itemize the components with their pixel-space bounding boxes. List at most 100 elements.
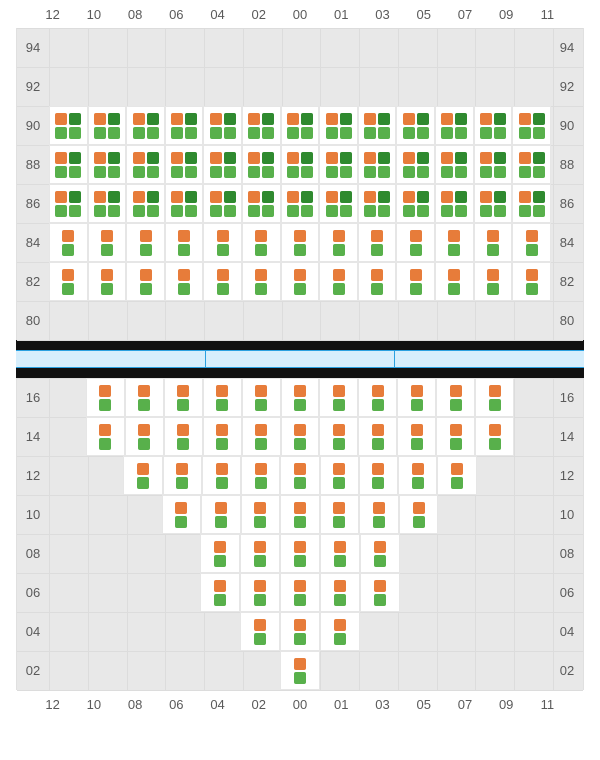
quad-marker-icon	[441, 113, 467, 139]
grid-cell	[437, 534, 475, 573]
quad-marker-icon	[171, 113, 197, 139]
quad-marker-icon	[326, 152, 352, 178]
column-label: 09	[486, 697, 527, 712]
row-label-right: 82	[551, 274, 583, 289]
stack-marker-icon	[255, 230, 267, 256]
grid-cell	[396, 184, 435, 223]
grid-cell	[164, 378, 203, 417]
column-label: 01	[321, 697, 362, 712]
row-label-right: 02	[551, 663, 583, 678]
row-label-right: 04	[551, 624, 583, 639]
grid-cell	[514, 378, 551, 417]
grid-cell	[281, 184, 320, 223]
row-cells	[49, 301, 551, 340]
stack-marker-icon	[255, 269, 267, 295]
grid-cell	[474, 223, 513, 262]
grid-cell	[281, 378, 320, 417]
stack-marker-icon	[450, 385, 462, 411]
grid-cell	[125, 534, 163, 573]
column-label: 06	[156, 7, 197, 22]
row-label-left: 04	[17, 624, 49, 639]
stack-marker-icon	[333, 424, 345, 450]
grid-cell	[319, 28, 358, 67]
grid-cell	[49, 495, 87, 534]
quad-marker-icon	[55, 191, 81, 217]
grid-cell	[124, 495, 162, 534]
row-label-right: 84	[551, 235, 583, 250]
column-label: 12	[32, 7, 73, 22]
grid-cell	[436, 378, 475, 417]
row-label-right: 12	[551, 468, 583, 483]
grid-cell	[474, 106, 513, 145]
row-cells	[49, 145, 551, 184]
stack-marker-icon	[62, 269, 74, 295]
grid-cell	[280, 612, 320, 651]
grid-row: 04 04	[17, 612, 583, 651]
grid-cell	[397, 417, 436, 456]
column-label: 05	[403, 7, 444, 22]
grid-cell	[49, 378, 86, 417]
grid-cell	[201, 495, 241, 534]
grid-cell	[280, 495, 320, 534]
grid-cell	[400, 573, 438, 612]
stack-marker-icon	[410, 269, 422, 295]
grid-cell	[397, 378, 436, 417]
stack-marker-icon	[487, 230, 499, 256]
stack-marker-icon	[99, 424, 111, 450]
quad-marker-icon	[248, 152, 274, 178]
grid-cell	[126, 184, 165, 223]
grid-cell	[320, 573, 360, 612]
quad-marker-icon	[519, 191, 545, 217]
divider-bar-dark	[16, 340, 584, 350]
quad-marker-icon	[287, 113, 313, 139]
grid-cell	[280, 534, 320, 573]
divider-segment	[16, 351, 206, 367]
row-label-left: 10	[17, 507, 49, 522]
stack-marker-icon	[334, 580, 346, 606]
column-label: 01	[321, 7, 362, 22]
grid-cell	[200, 534, 240, 573]
grid-cell	[49, 534, 87, 573]
quad-marker-icon	[133, 152, 159, 178]
column-label: 04	[197, 697, 238, 712]
grid-cell	[281, 417, 320, 456]
grid-cell	[512, 184, 551, 223]
grid-cell	[319, 106, 358, 145]
grid-cell	[165, 145, 204, 184]
grid-cell	[49, 28, 88, 67]
quad-marker-icon	[248, 113, 274, 139]
stack-marker-icon	[215, 502, 227, 528]
quad-marker-icon	[287, 191, 313, 217]
row-label-left: 02	[17, 663, 49, 678]
stack-marker-icon	[489, 424, 501, 450]
stack-marker-icon	[450, 424, 462, 450]
stack-marker-icon	[140, 269, 152, 295]
column-label: 11	[527, 7, 568, 22]
grid-cell	[49, 417, 86, 456]
row-cells	[49, 67, 551, 106]
grid-cell	[49, 301, 88, 340]
grid-cell	[241, 456, 280, 495]
grid-cell	[126, 651, 164, 690]
stack-marker-icon	[214, 580, 226, 606]
row-label-right: 90	[551, 118, 583, 133]
grid-cell	[49, 612, 87, 651]
row-cells	[49, 184, 551, 223]
quad-marker-icon	[480, 152, 506, 178]
grid-cell	[126, 106, 165, 145]
stack-marker-icon	[101, 230, 113, 256]
grid-cell	[163, 456, 202, 495]
grid-cell	[203, 67, 242, 106]
stack-marker-icon	[372, 463, 384, 489]
grid-cell	[358, 417, 397, 456]
row-label-right: 92	[551, 79, 583, 94]
stack-marker-icon	[62, 230, 74, 256]
quad-marker-icon	[171, 191, 197, 217]
column-label: 04	[197, 7, 238, 22]
row-cells	[49, 262, 551, 301]
stack-marker-icon	[526, 269, 538, 295]
column-label: 09	[486, 7, 527, 22]
grid-cell	[360, 534, 400, 573]
stack-marker-icon	[216, 463, 228, 489]
grid-cell	[165, 223, 204, 262]
